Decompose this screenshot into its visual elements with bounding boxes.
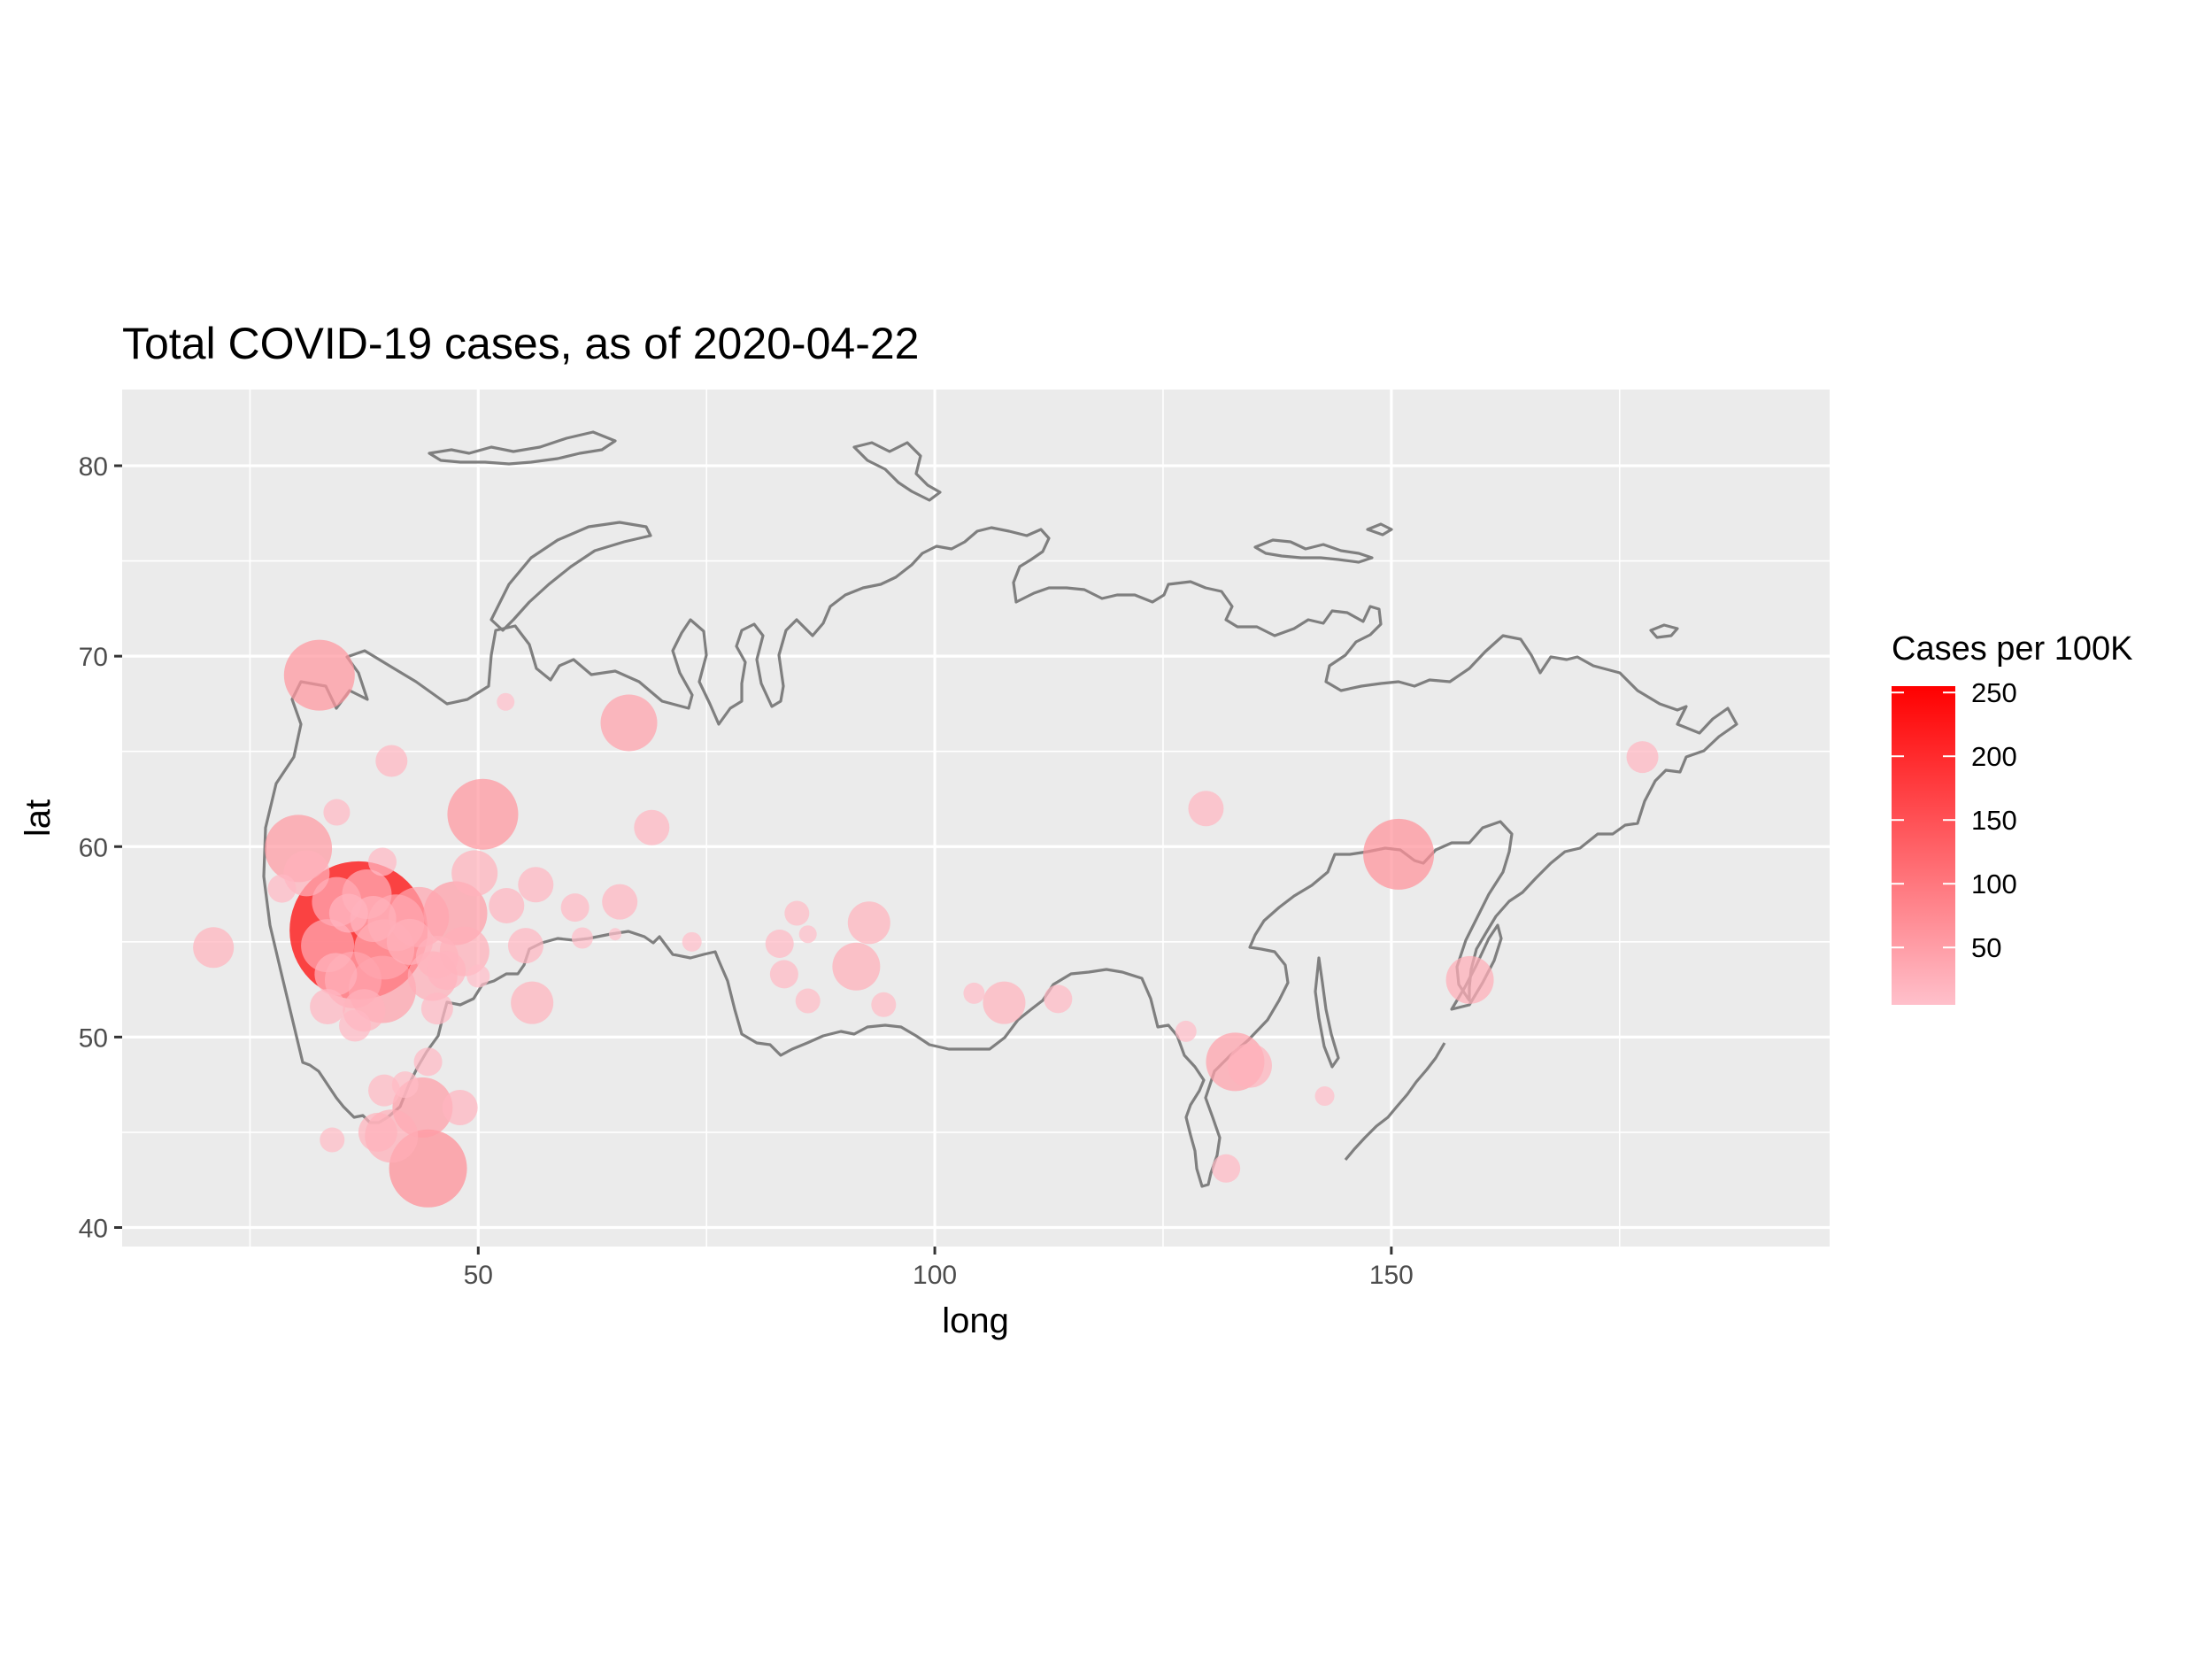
data-point — [466, 964, 490, 988]
new-siberian-outline — [1253, 538, 1374, 564]
data-point — [358, 1112, 397, 1152]
data-point — [682, 931, 702, 952]
data-point — [323, 799, 351, 826]
novaya-zemlya-outline — [489, 521, 652, 632]
data-point — [1188, 791, 1224, 827]
data-point — [320, 1127, 345, 1153]
data-point — [427, 951, 466, 991]
data-point — [267, 874, 297, 903]
y-tick-label: 80 — [79, 452, 108, 482]
y-axis-title: lat — [19, 799, 58, 837]
data-point — [1044, 984, 1073, 1014]
legend-label: 250 — [1971, 677, 2017, 708]
data-point — [1626, 741, 1659, 774]
severnaya-zemlya-outline — [852, 441, 942, 502]
sakhalin-outline — [1314, 956, 1340, 1069]
x-tick-label: 50 — [464, 1261, 493, 1290]
data-point — [1175, 1020, 1197, 1042]
data-point — [634, 809, 670, 845]
x-axis-title: long — [942, 1301, 1009, 1340]
data-point — [489, 887, 525, 923]
data-point — [367, 847, 397, 876]
data-point — [600, 694, 658, 752]
data-point — [518, 867, 554, 903]
data-point — [339, 1009, 372, 1042]
data-point — [420, 992, 453, 1025]
x-tick-label: 150 — [1369, 1261, 1414, 1290]
data-point — [442, 1089, 478, 1125]
data-point — [983, 981, 1026, 1024]
data-point — [314, 953, 358, 996]
grid-major — [122, 390, 1830, 1247]
data-point — [609, 928, 622, 941]
y-axis: 40 50 60 70 80 — [79, 452, 122, 1243]
mainland-outline — [262, 526, 1738, 1188]
data-point — [1212, 1154, 1241, 1183]
data-point — [798, 925, 817, 944]
legend-label: 100 — [1971, 869, 2017, 899]
data-point — [391, 1071, 419, 1099]
legend: Cases per 100K 50 100 150 200 250 — [1892, 630, 2133, 1005]
data-point — [765, 929, 794, 958]
data-point — [451, 850, 498, 897]
data-point — [413, 1047, 443, 1077]
x-axis: 50 100 150 — [464, 1247, 1414, 1290]
data-point — [447, 778, 519, 850]
data-point — [560, 893, 590, 923]
data-point — [963, 982, 985, 1004]
data-point — [497, 692, 515, 711]
data-points — [193, 639, 1659, 1208]
y-tick-label: 40 — [79, 1214, 108, 1243]
data-point — [871, 992, 897, 1017]
data-point — [847, 901, 890, 945]
legend-title: Cases per 100K — [1892, 630, 2133, 668]
data-point — [602, 884, 638, 920]
y-tick-label: 60 — [79, 833, 108, 862]
data-point — [1227, 1043, 1272, 1088]
data-point — [784, 900, 810, 926]
legend-ticks: 50 100 150 200 250 — [1892, 677, 2017, 963]
data-point — [193, 927, 235, 969]
data-point — [507, 928, 543, 964]
data-point — [310, 988, 346, 1024]
kuril-outline — [1344, 1042, 1446, 1162]
data-point — [571, 927, 593, 949]
legend-label: 200 — [1971, 741, 2017, 772]
legend-label: 150 — [1971, 805, 2017, 836]
data-point — [1314, 1086, 1335, 1107]
x-tick-label: 100 — [913, 1261, 957, 1290]
data-point — [832, 942, 881, 991]
franz-josef-outline — [428, 430, 617, 466]
data-point — [511, 981, 554, 1024]
wrangel-outline — [1649, 623, 1679, 639]
chart-title: Total COVID-19 cases, as of 2020-04-22 — [122, 319, 919, 368]
data-point — [375, 745, 408, 777]
grid-minor — [122, 390, 1830, 1247]
data-point — [328, 893, 368, 933]
data-point — [795, 988, 821, 1014]
data-point — [1363, 818, 1435, 890]
data-point — [769, 960, 798, 989]
y-tick-label: 50 — [79, 1023, 108, 1053]
data-point — [1445, 955, 1494, 1004]
lyakhov-outline — [1366, 522, 1393, 537]
y-tick-label: 70 — [79, 643, 108, 672]
legend-colorbar — [1892, 686, 1955, 1005]
data-point — [283, 639, 355, 711]
legend-label: 50 — [1971, 932, 2001, 963]
